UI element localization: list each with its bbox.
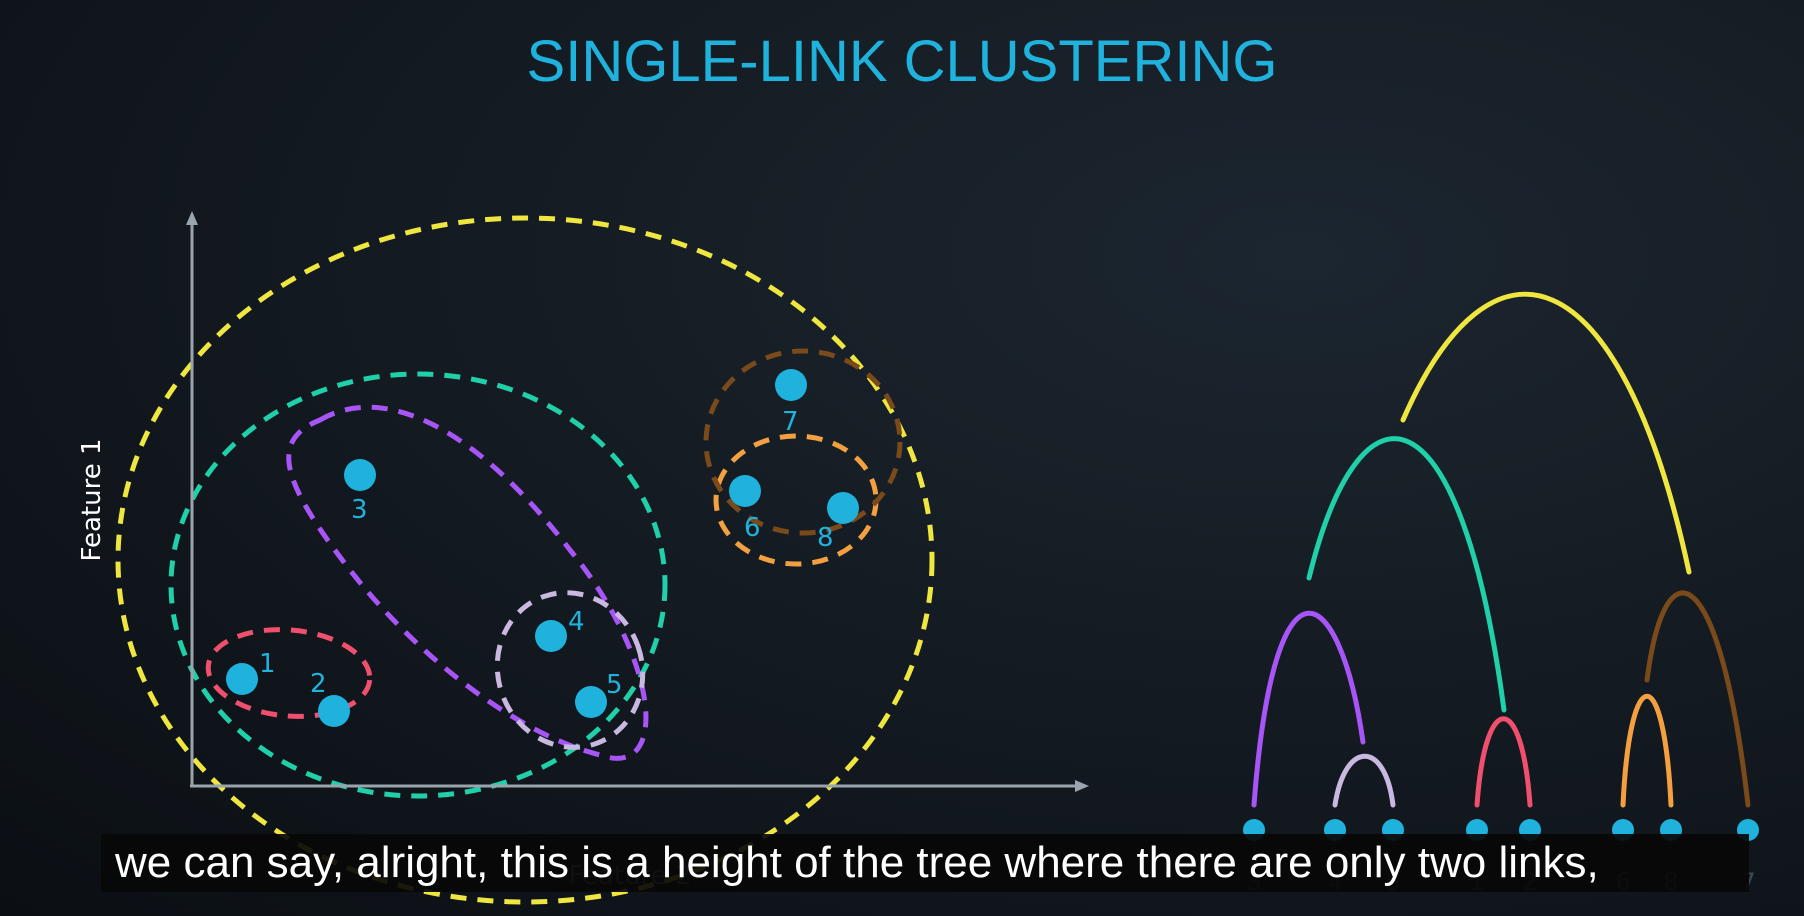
point-6 [729,475,761,507]
point-4 [535,620,567,652]
x-axis-arrow [1075,780,1089,792]
y-axis-label: Feature 1 [77,438,107,561]
data-points [226,369,859,727]
y-axis-arrow [186,211,198,225]
point-7 [775,369,807,401]
point-label-3: 3 [351,495,368,525]
point-3 [344,459,376,491]
point-label-8: 8 [817,523,834,553]
cluster-outline-1-2-3-4-5 [168,371,668,799]
point-1 [226,663,258,695]
point-label-7: 7 [782,407,799,437]
axes [186,211,1089,792]
dendrogram-link-root [1400,291,1692,575]
cluster-outlines [115,215,935,905]
dendrogram-link-68-7 [1644,590,1751,808]
dendrogram [1251,291,1751,808]
cluster-outline-6-7-8 [703,348,903,536]
cluster-outline-all [115,215,935,905]
dendrogram-link-3-45 [1251,610,1366,808]
dendrogram-link-6-8 [1620,694,1674,808]
point-2 [318,695,350,727]
point-label-5: 5 [606,670,623,700]
point-labels: 1 2 3 4 5 6 7 8 [259,407,834,700]
point-5 [575,686,607,718]
point-label-4: 4 [568,607,585,637]
point-label-2: 2 [310,669,327,699]
dendrogram-link-1-2 [1474,716,1533,808]
cluster-outline-1-2 [205,627,373,719]
dendrogram-link-4-5 [1332,753,1396,808]
point-label-6: 6 [744,513,761,543]
video-caption: we can say, alright, this is a height of… [101,834,1749,892]
page-title: SINGLE-LINK CLUSTERING [526,29,1278,94]
point-label-1: 1 [259,649,276,679]
cluster-outline-4-5 [494,590,646,750]
point-8 [827,492,859,524]
dendrogram-link-345-12 [1306,436,1507,713]
cluster-outline-3-4-5 [286,404,649,761]
